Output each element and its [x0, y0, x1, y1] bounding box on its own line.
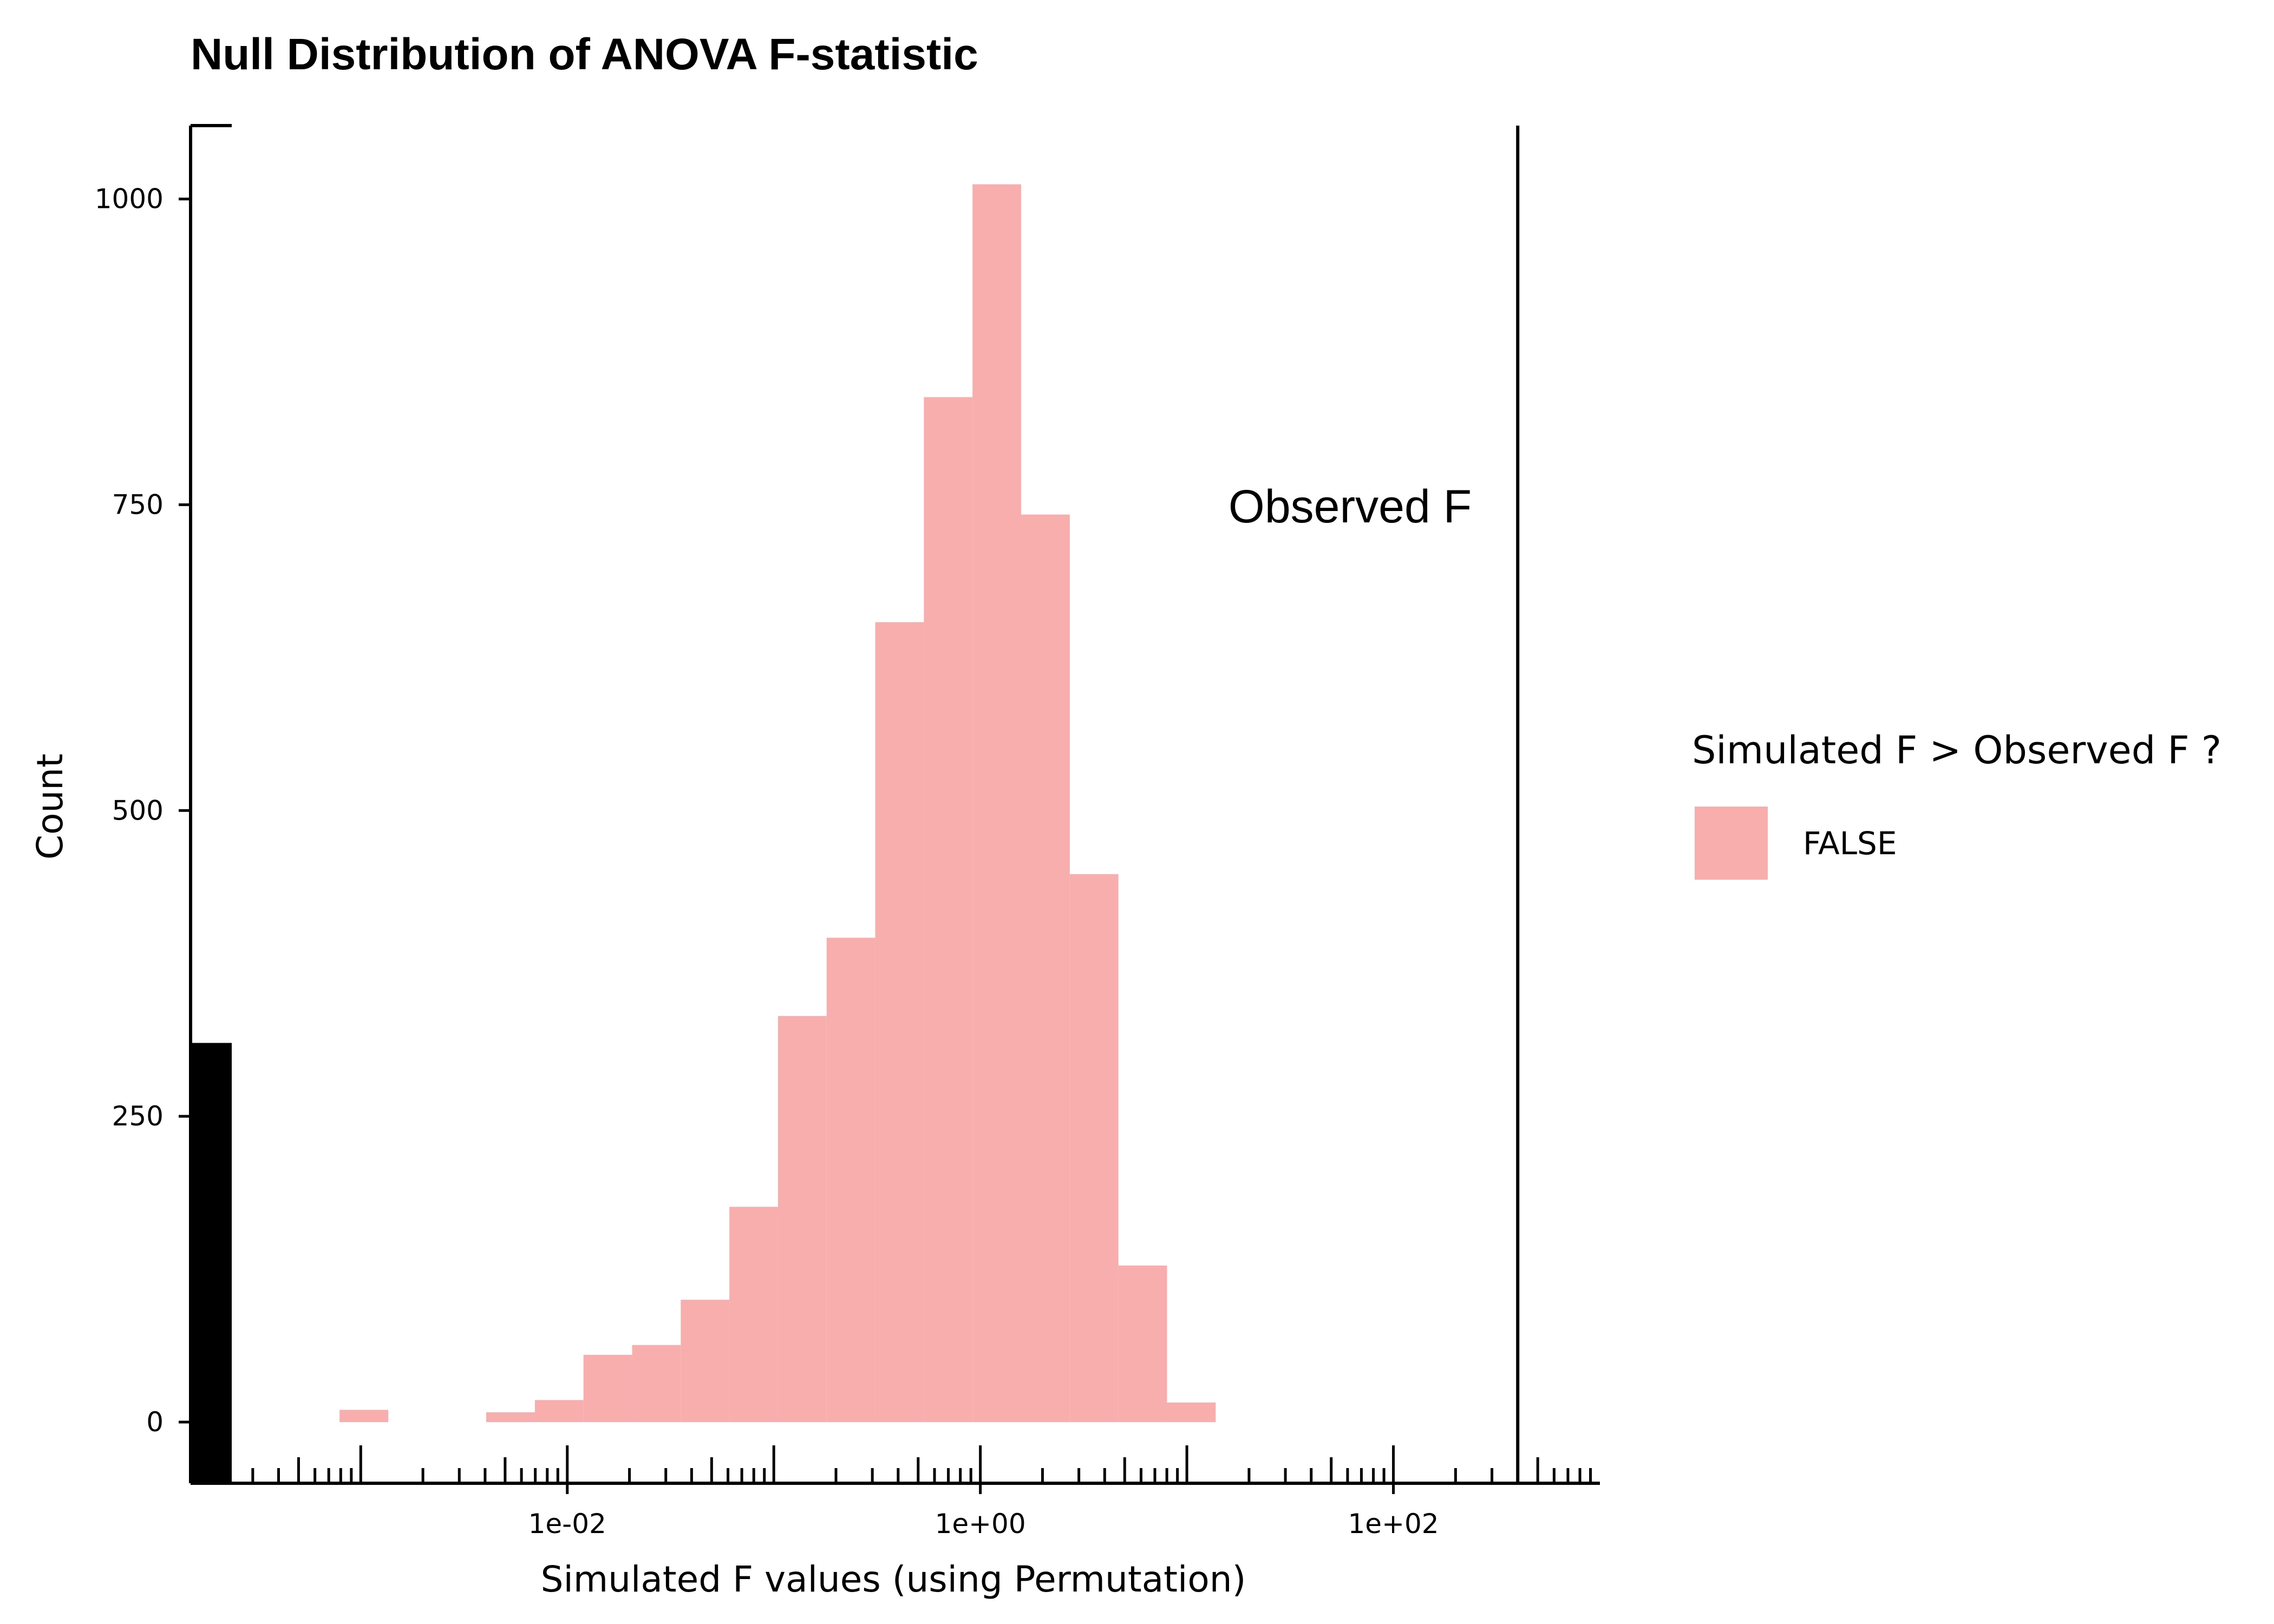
histogram-bars	[339, 184, 1216, 1423]
legend-key-false	[1695, 807, 1768, 880]
observed-line-label: Observed F	[1229, 481, 1472, 533]
y-ticks: 0 250 500 750 1000	[95, 184, 191, 1438]
left-black-bar	[191, 1043, 232, 1483]
x-tick-label-2: 1e+02	[1348, 1508, 1439, 1540]
histogram-bar-10	[924, 397, 973, 1423]
histogram-bar-2	[534, 1400, 584, 1423]
histogram-bar-13	[1069, 874, 1119, 1423]
histogram-bar-15	[1167, 1402, 1216, 1423]
left-black-bar-group	[191, 1043, 232, 1483]
histogram-bar-9	[875, 622, 924, 1423]
histogram-bar-1	[486, 1412, 535, 1423]
histogram-bar-8	[826, 938, 875, 1423]
y-tick-label-1000: 1000	[95, 184, 164, 215]
histogram-bar-12	[1021, 514, 1070, 1423]
observed-line-group: Observed F	[1229, 126, 1520, 1483]
y-tick-label-500: 500	[112, 795, 164, 826]
chart-title: Null Distribution of ANOVA F-statistic	[191, 30, 978, 79]
x-tick-label-0: 1e-02	[528, 1508, 606, 1540]
legend-label-false: FALSE	[1803, 825, 1897, 862]
x-axis-label: Simulated F values (using Permutation)	[541, 1558, 1246, 1600]
histogram-bar-7	[777, 1016, 827, 1423]
histogram-bar-4	[632, 1345, 681, 1423]
y-tick-label-750: 750	[112, 489, 164, 520]
legend-title: Simulated F > Observed F ?	[1692, 728, 2221, 772]
y-axis-label: Count	[29, 754, 71, 860]
histogram-bar-14	[1118, 1265, 1167, 1423]
histogram-bar-6	[729, 1207, 778, 1423]
x-tick-label-1: 1e+00	[935, 1508, 1026, 1540]
y-tick-label-250: 250	[112, 1101, 164, 1132]
histogram-bar-0	[339, 1410, 389, 1423]
histogram-bar-5	[681, 1300, 730, 1423]
legend: Simulated F > Observed F ? FALSE	[1692, 728, 2221, 880]
histogram-bar-11	[972, 184, 1021, 1423]
axes	[189, 124, 1600, 1485]
y-tick-label-0: 0	[146, 1406, 164, 1438]
x-ticks: 1e-02 1e+00 1e+02	[215, 1445, 1592, 1540]
histogram-bar-3	[583, 1354, 632, 1423]
